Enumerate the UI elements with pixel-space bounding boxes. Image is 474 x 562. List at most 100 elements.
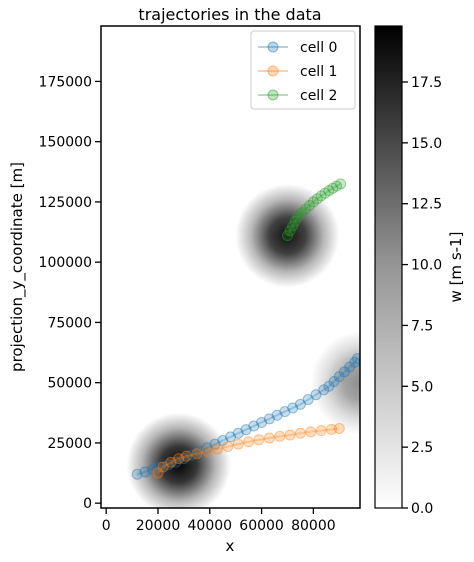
colorbar-tick-label: 17.5 — [411, 75, 442, 91]
data-point — [162, 459, 174, 471]
data-point — [157, 461, 169, 473]
x-tick-label: 0 — [102, 518, 111, 534]
legend-label: cell 0 — [300, 40, 337, 56]
data-point — [315, 425, 327, 437]
colorbar-ticks: 0.0 2.5 5.0 7.5 10.0 12.5 15.0 17.5 — [402, 75, 442, 517]
data-point — [155, 461, 167, 473]
field-blob — [126, 412, 231, 508]
data-point — [222, 441, 234, 453]
field-blob — [310, 330, 360, 435]
data-point — [147, 463, 159, 475]
data-point — [180, 450, 192, 462]
colorbar-tick-label: 0.0 — [411, 501, 433, 517]
legend-entry: cell 1 — [258, 64, 337, 80]
colorbar-label: w [m s-1] — [447, 232, 465, 303]
data-point — [294, 398, 306, 410]
data-point — [287, 220, 299, 232]
data-point — [263, 413, 275, 425]
data-point — [327, 182, 339, 194]
data-point — [193, 445, 205, 457]
y-axis: 0 25000 50000 75000 100000 125000 150000 175000 — [39, 74, 101, 512]
y-tick-label: 175000 — [39, 74, 92, 90]
data-point — [296, 207, 308, 219]
data-point — [338, 366, 350, 378]
data-point — [173, 453, 185, 465]
legend: cell 0 cell 1 cell 2 — [250, 30, 356, 110]
plot-frame — [100, 25, 361, 509]
data-point — [323, 185, 335, 197]
data-point — [292, 211, 304, 223]
colorbar-tick-label: 2.5 — [411, 440, 433, 456]
data-point — [232, 438, 244, 450]
y-tick-label: 75000 — [47, 315, 92, 331]
colorbar-tick-label: 5.0 — [411, 379, 433, 395]
colorbar-tick-label: 7.5 — [411, 318, 433, 334]
data-point — [284, 225, 296, 237]
data-point — [310, 389, 322, 401]
x-axis: 0 20000 40000 60000 80000 — [102, 508, 336, 534]
data-point — [344, 361, 356, 373]
data-point — [201, 445, 213, 457]
data-point — [178, 453, 190, 465]
data-point — [209, 438, 221, 450]
legend-marker — [267, 41, 279, 53]
data-point — [212, 443, 224, 455]
data-point — [307, 196, 319, 208]
x-axis-label: x — [226, 537, 235, 555]
data-point — [225, 431, 236, 443]
data-point — [243, 436, 255, 448]
background-field — [126, 183, 360, 508]
data-point — [328, 375, 340, 387]
data-point — [335, 178, 347, 190]
colorbar-tick-label: 12.5 — [411, 197, 442, 213]
x-tick-label: 80000 — [291, 518, 336, 534]
field-blob — [235, 183, 340, 288]
legend-marker — [267, 89, 279, 101]
y-tick-label: 25000 — [47, 436, 92, 452]
data-point — [152, 467, 164, 479]
data-point — [318, 384, 330, 396]
data-point — [201, 442, 213, 454]
data-point — [274, 430, 286, 442]
y-tick-label: 0 — [83, 496, 92, 512]
data-point — [287, 402, 299, 414]
data-point — [315, 190, 327, 202]
data-point — [289, 215, 301, 227]
series-line — [286, 183, 342, 237]
data-point — [191, 448, 203, 460]
data-point — [170, 456, 182, 468]
chart-title: trajectories in the data — [138, 5, 321, 24]
data-point — [323, 380, 335, 392]
data-point — [300, 203, 312, 215]
series-cell-0 — [131, 353, 360, 480]
y-tick-label: 100000 — [39, 255, 92, 271]
data-point — [232, 427, 244, 439]
data-point — [302, 394, 314, 406]
data-point — [217, 435, 229, 447]
data-point — [326, 423, 338, 435]
data-point — [305, 426, 317, 438]
series-cell-1 — [152, 422, 345, 479]
x-tick-label: 40000 — [188, 518, 233, 534]
legend-marker — [267, 65, 279, 77]
series-line — [157, 427, 340, 474]
colorbar-tick-label: 15.0 — [411, 136, 442, 152]
data-point — [248, 420, 260, 432]
data-point — [311, 193, 323, 205]
data-point — [281, 230, 293, 242]
data-point — [271, 409, 283, 421]
data-point — [253, 434, 265, 446]
y-axis-label: projection_y_coordinate [m] — [8, 162, 27, 372]
data-point — [331, 180, 343, 192]
x-tick-label: 60000 — [239, 518, 284, 534]
legend-label: cell 1 — [300, 64, 337, 80]
data-point — [165, 456, 177, 468]
legend-entry: cell 0 — [258, 40, 337, 56]
data-point — [319, 187, 331, 199]
y-tick-label: 150000 — [39, 135, 92, 151]
colorbar: 0.0 2.5 5.0 7.5 10.0 12.5 15.0 17.5 w [m s-1] — [374, 25, 465, 517]
y-tick-label: 50000 — [47, 376, 92, 392]
data-point — [186, 449, 198, 461]
data-point — [294, 427, 306, 439]
